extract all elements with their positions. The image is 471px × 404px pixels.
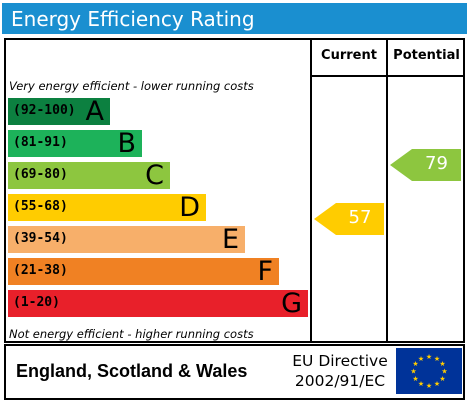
band-letter: B [117, 128, 136, 159]
chart-frame [4, 38, 465, 343]
svg-text:★: ★ [426, 382, 432, 390]
svg-text:★: ★ [439, 360, 445, 368]
chart-title: Energy Efficiency Rating [11, 7, 255, 31]
svg-text:★: ★ [426, 353, 432, 361]
footer-box [4, 344, 465, 400]
svg-text:★: ★ [441, 368, 447, 376]
band-letter: A [85, 96, 104, 127]
eu-stars-icon: ★ ★ ★ ★ ★ ★ ★ ★ ★ ★ ★ ★ [410, 353, 447, 390]
svg-text:★: ★ [434, 380, 440, 388]
band-range: (1-20) [13, 295, 60, 310]
title-bar: Energy Efficiency Rating [2, 3, 467, 34]
divider-potential [386, 38, 388, 343]
band-e: (39-54) E [8, 224, 245, 255]
band-range: (55-68) [13, 199, 68, 214]
current-rating-arrow: 57 [314, 203, 384, 235]
svg-text:★: ★ [418, 355, 424, 363]
band-range: (81-91) [13, 135, 68, 150]
band-letter: C [145, 160, 164, 191]
column-header-potential: Potential [393, 48, 460, 63]
current-rating-value: 57 [348, 207, 372, 228]
band-range: (92-100) [13, 103, 76, 118]
footer-region: England, Scotland & Wales [16, 361, 248, 381]
header-divider [311, 75, 465, 77]
potential-rating-value: 79 [425, 153, 448, 174]
band-letter: G [281, 288, 302, 319]
band-letter: E [221, 224, 239, 255]
band-range: (39-54) [13, 231, 68, 246]
band-letter: F [257, 256, 273, 287]
svg-text:★: ★ [418, 380, 424, 388]
potential-rating-arrow: 79 [390, 149, 461, 181]
band-letter: D [179, 192, 200, 223]
svg-text:★: ★ [439, 375, 445, 383]
band-range: (21-38) [13, 263, 68, 278]
band-g: (1-20) G [8, 288, 308, 319]
directive-line-1: EU Directive [292, 352, 388, 370]
band-range: (69-80) [13, 167, 68, 182]
band-d: (55-68) D [8, 192, 206, 223]
band-f: (21-38) F [8, 256, 279, 287]
svg-text:★: ★ [434, 355, 440, 363]
svg-text:★: ★ [412, 375, 418, 383]
svg-text:★: ★ [412, 360, 418, 368]
arrow-shape-icon [314, 203, 384, 235]
arrow-shape-icon [390, 149, 461, 181]
directive-line-2: 2002/91/EC [294, 372, 386, 390]
note-inefficient: Not energy efficient - higher running co… [9, 327, 254, 341]
eu-flag-icon: ★ ★ ★ ★ ★ ★ ★ ★ ★ ★ ★ ★ [396, 348, 462, 394]
note-efficient: Very energy efficient - lower running co… [9, 79, 254, 93]
divider-current [310, 38, 312, 343]
band-b: (81-91) B [8, 128, 142, 159]
band-a: (92-100) A [8, 96, 110, 127]
svg-text:★: ★ [410, 368, 416, 376]
band-c: (69-80) C [8, 160, 170, 191]
column-header-current: Current [321, 48, 377, 63]
